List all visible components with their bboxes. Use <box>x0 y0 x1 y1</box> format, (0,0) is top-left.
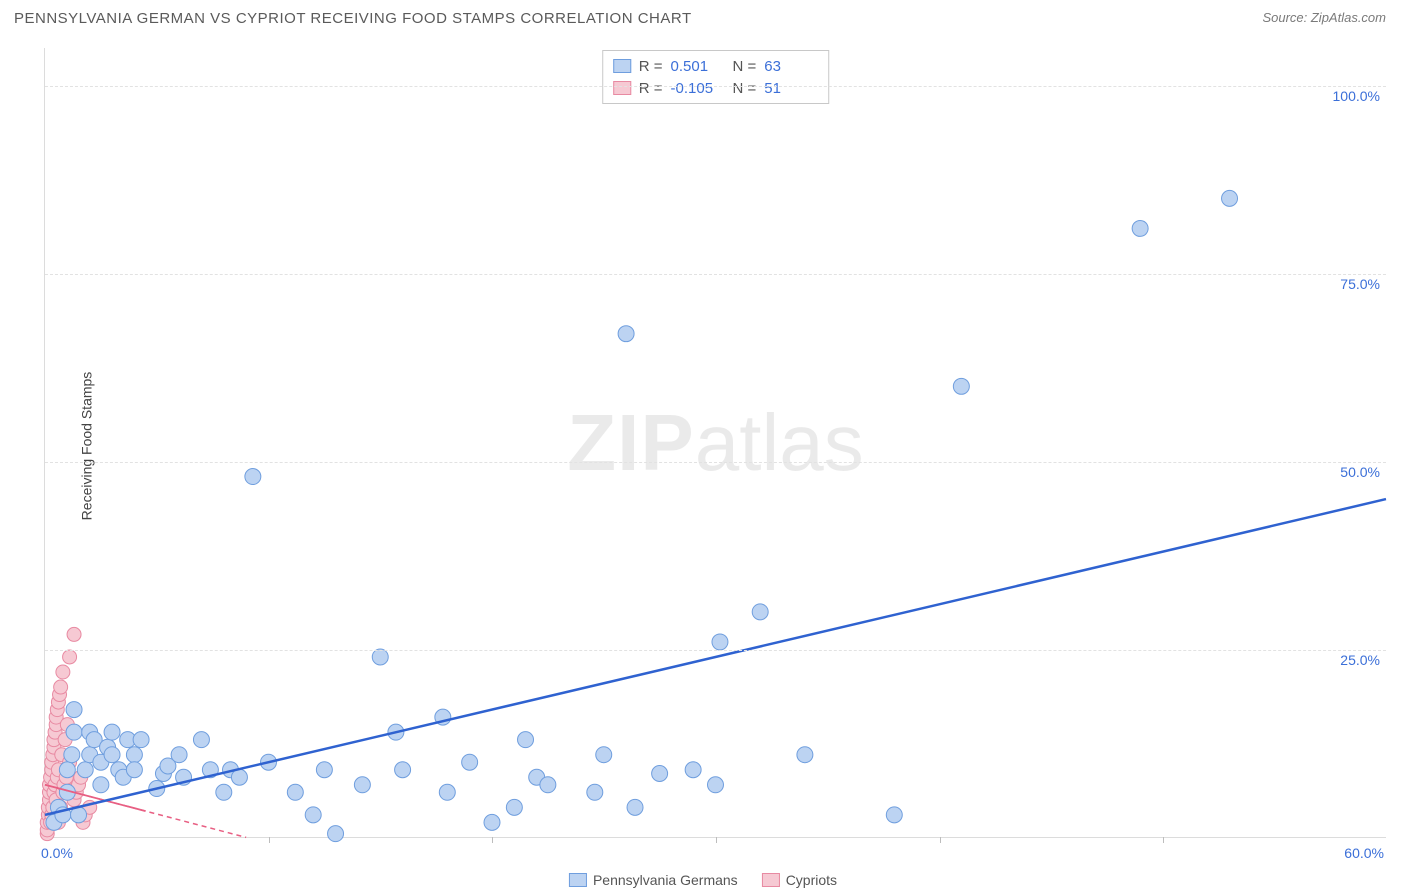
point-a <box>372 649 388 665</box>
point-b <box>56 665 70 679</box>
point-a <box>797 747 813 763</box>
y-tick-label: 25.0% <box>1340 652 1380 668</box>
x-minor-tick <box>269 837 270 843</box>
point-a <box>953 378 969 394</box>
point-a <box>752 604 768 620</box>
point-a <box>462 754 478 770</box>
point-a <box>506 799 522 815</box>
x-minor-tick <box>492 837 493 843</box>
point-a <box>1132 220 1148 236</box>
point-b <box>67 627 81 641</box>
legend-label: Cypriots <box>786 872 837 888</box>
x-minor-tick <box>1163 837 1164 843</box>
point-a <box>287 784 303 800</box>
point-a <box>484 814 500 830</box>
point-a <box>354 777 370 793</box>
gridline-h <box>45 650 1386 651</box>
y-tick-label: 100.0% <box>1333 88 1380 104</box>
point-a <box>59 762 75 778</box>
point-a <box>518 732 534 748</box>
source-label: Source: ZipAtlas.com <box>1262 10 1386 25</box>
point-a <box>395 762 411 778</box>
point-a <box>93 777 109 793</box>
point-a <box>171 747 187 763</box>
x-minor-tick <box>940 837 941 843</box>
swatch-icon <box>762 873 780 887</box>
point-a <box>216 784 232 800</box>
y-tick-label: 75.0% <box>1340 276 1380 292</box>
point-a <box>707 777 723 793</box>
point-a <box>685 762 701 778</box>
point-a <box>886 807 902 823</box>
point-a <box>316 762 332 778</box>
point-a <box>64 747 80 763</box>
legend-label: Pennsylvania Germans <box>593 872 738 888</box>
point-a <box>305 807 321 823</box>
gridline-h <box>45 462 1386 463</box>
point-a <box>77 762 93 778</box>
trendline-a <box>45 499 1386 815</box>
point-a <box>652 766 668 782</box>
point-a <box>66 702 82 718</box>
point-a <box>540 777 556 793</box>
point-a <box>104 747 120 763</box>
legend-item: Cypriots <box>762 872 837 888</box>
point-a <box>66 724 82 740</box>
point-a <box>133 732 149 748</box>
point-a <box>193 732 209 748</box>
point-a <box>126 747 142 763</box>
point-a <box>328 826 344 842</box>
gridline-h <box>45 86 1386 87</box>
point-a <box>1222 190 1238 206</box>
point-a <box>126 762 142 778</box>
scatter-svg <box>45 48 1386 837</box>
x-minor-tick <box>716 837 717 843</box>
point-b <box>63 650 77 664</box>
point-a <box>627 799 643 815</box>
plot-area: ZIPatlas R = 0.501 N = 63 R = -0.105 N =… <box>44 48 1386 838</box>
point-a <box>587 784 603 800</box>
point-a <box>596 747 612 763</box>
chart-title: PENNSYLVANIA GERMAN VS CYPRIOT RECEIVING… <box>14 10 692 27</box>
point-a <box>104 724 120 740</box>
swatch-icon <box>569 873 587 887</box>
x-axis-min-label: 0.0% <box>41 845 73 861</box>
point-a <box>618 326 634 342</box>
point-a <box>712 634 728 650</box>
gridline-h <box>45 274 1386 275</box>
point-a <box>439 784 455 800</box>
y-tick-label: 50.0% <box>1340 464 1380 480</box>
point-a <box>245 469 261 485</box>
legend-item: Pennsylvania Germans <box>569 872 738 888</box>
legend: Pennsylvania Germans Cypriots <box>569 872 837 888</box>
point-b <box>54 680 68 694</box>
x-axis-max-label: 60.0% <box>1344 845 1384 861</box>
